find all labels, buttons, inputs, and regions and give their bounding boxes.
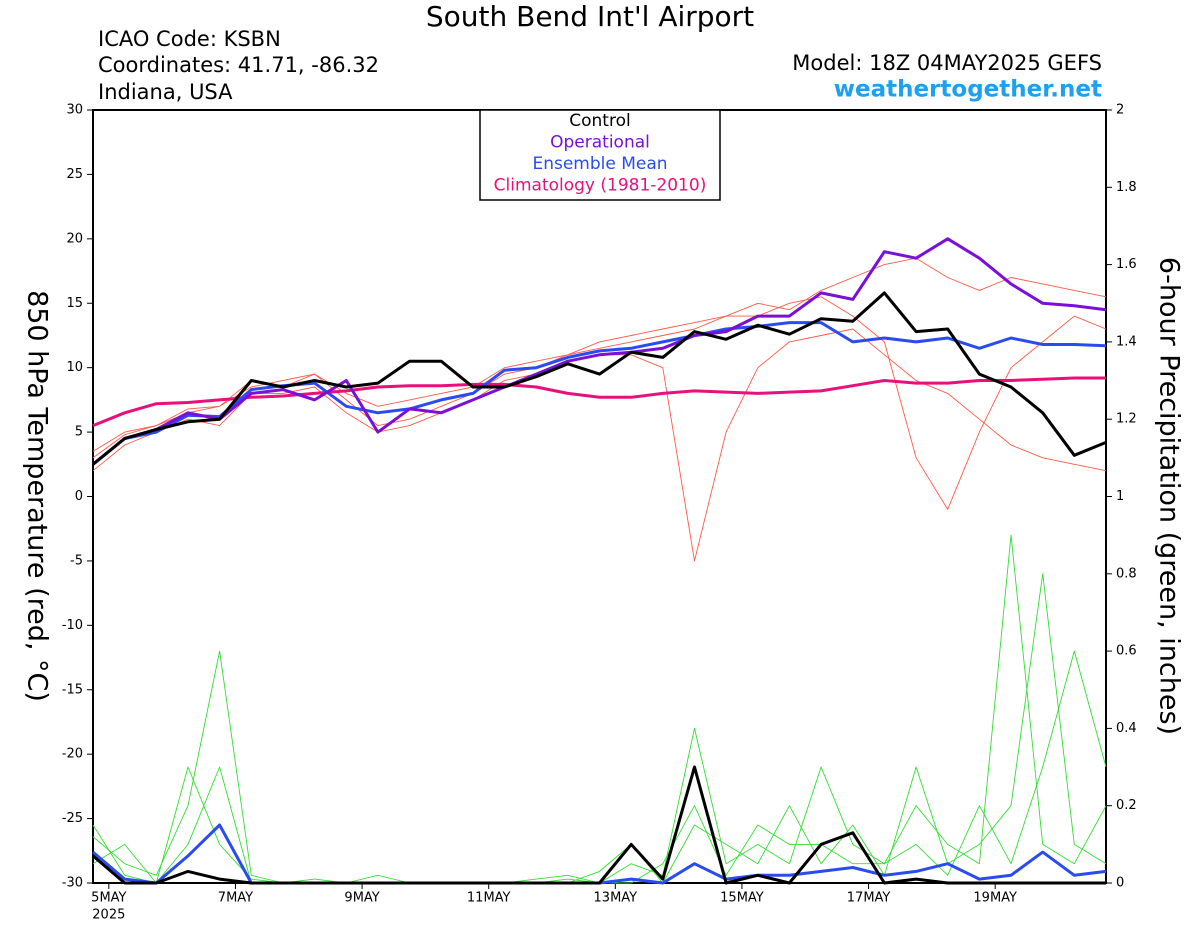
series-line xyxy=(92,321,1107,466)
y-tick-label: 20 xyxy=(66,231,83,246)
y-tick-label: -30 xyxy=(62,876,83,891)
y-tick-label: -25 xyxy=(62,811,83,826)
series-line xyxy=(92,237,1107,466)
plot-frame xyxy=(92,109,1107,884)
x-tick-label: 7MAY xyxy=(218,891,253,906)
legend-entry: Climatology (1981-2010) xyxy=(494,176,707,196)
y-axis-label: 850 hPa Temperature (red, °C) xyxy=(22,290,53,702)
y-tick-label: -5 xyxy=(70,553,83,568)
y-tick-label: -15 xyxy=(62,682,83,697)
series-line xyxy=(92,291,1107,466)
y2-tick-label: 1.2 xyxy=(1116,412,1137,427)
y2-tick-label: 1.4 xyxy=(1116,334,1137,349)
member-line xyxy=(92,328,1107,562)
x-tick-label: 11MAY xyxy=(467,891,511,906)
y2-tick-label: 1.8 xyxy=(1116,180,1137,195)
y2-tick-label: 1 xyxy=(1116,489,1124,504)
y-tick-label: -20 xyxy=(62,747,83,762)
info-line: Coordinates: 41.71, -86.32 xyxy=(98,53,379,77)
x-tick-label: 5MAY xyxy=(91,891,126,906)
y2-tick-label: 2 xyxy=(1116,103,1124,118)
x-tick-label: 9MAY xyxy=(344,891,379,906)
x-tick-label: 13MAY xyxy=(594,891,638,906)
y-tick-label: 25 xyxy=(66,167,83,182)
y-tick-label: 10 xyxy=(66,360,83,375)
member-line xyxy=(92,823,1107,885)
y-tick-label: 30 xyxy=(66,103,83,118)
x-tick-label: 15MAY xyxy=(720,891,764,906)
legend-box xyxy=(479,109,721,201)
y2-tick-label: 0.2 xyxy=(1116,798,1137,813)
legend-entry: Operational xyxy=(550,133,650,153)
y-tick-label: -10 xyxy=(62,618,83,633)
y2-tick-label: 0.8 xyxy=(1116,566,1137,581)
info-line: ICAO Code: KSBN xyxy=(98,27,281,51)
member-line xyxy=(92,257,1107,459)
y2-tick-label: 0 xyxy=(1116,876,1124,891)
chart-title: South Bend Int'l Airport xyxy=(426,0,754,33)
y2-axis-label: 6-hour Precipitation (green, inches) xyxy=(1154,257,1185,735)
member-line xyxy=(92,573,1107,884)
member-line xyxy=(92,765,1106,885)
member-line xyxy=(92,534,1107,884)
info-line: Indiana, USA xyxy=(98,80,233,104)
x-tick-label: 19MAY xyxy=(973,891,1017,906)
legend-entry: Control xyxy=(569,111,630,131)
y2-tick-label: 1.6 xyxy=(1116,257,1137,272)
member-line xyxy=(92,296,1107,510)
y2-tick-label: 0.6 xyxy=(1116,644,1137,659)
legend-entry: Ensemble Mean xyxy=(532,154,667,174)
y-tick-label: 15 xyxy=(66,296,83,311)
source-label: weathertogether.net xyxy=(834,77,1102,103)
x-sublabel: 2025 xyxy=(92,908,125,923)
x-tick-label: 17MAY xyxy=(847,891,891,906)
y-tick-label: 0 xyxy=(75,489,83,504)
series-line xyxy=(92,376,1106,427)
model-label: Model: 18Z 04MAY2025 GEFS xyxy=(792,51,1102,75)
y-tick-label: 5 xyxy=(75,425,83,440)
y2-tick-label: 0.4 xyxy=(1116,721,1137,736)
